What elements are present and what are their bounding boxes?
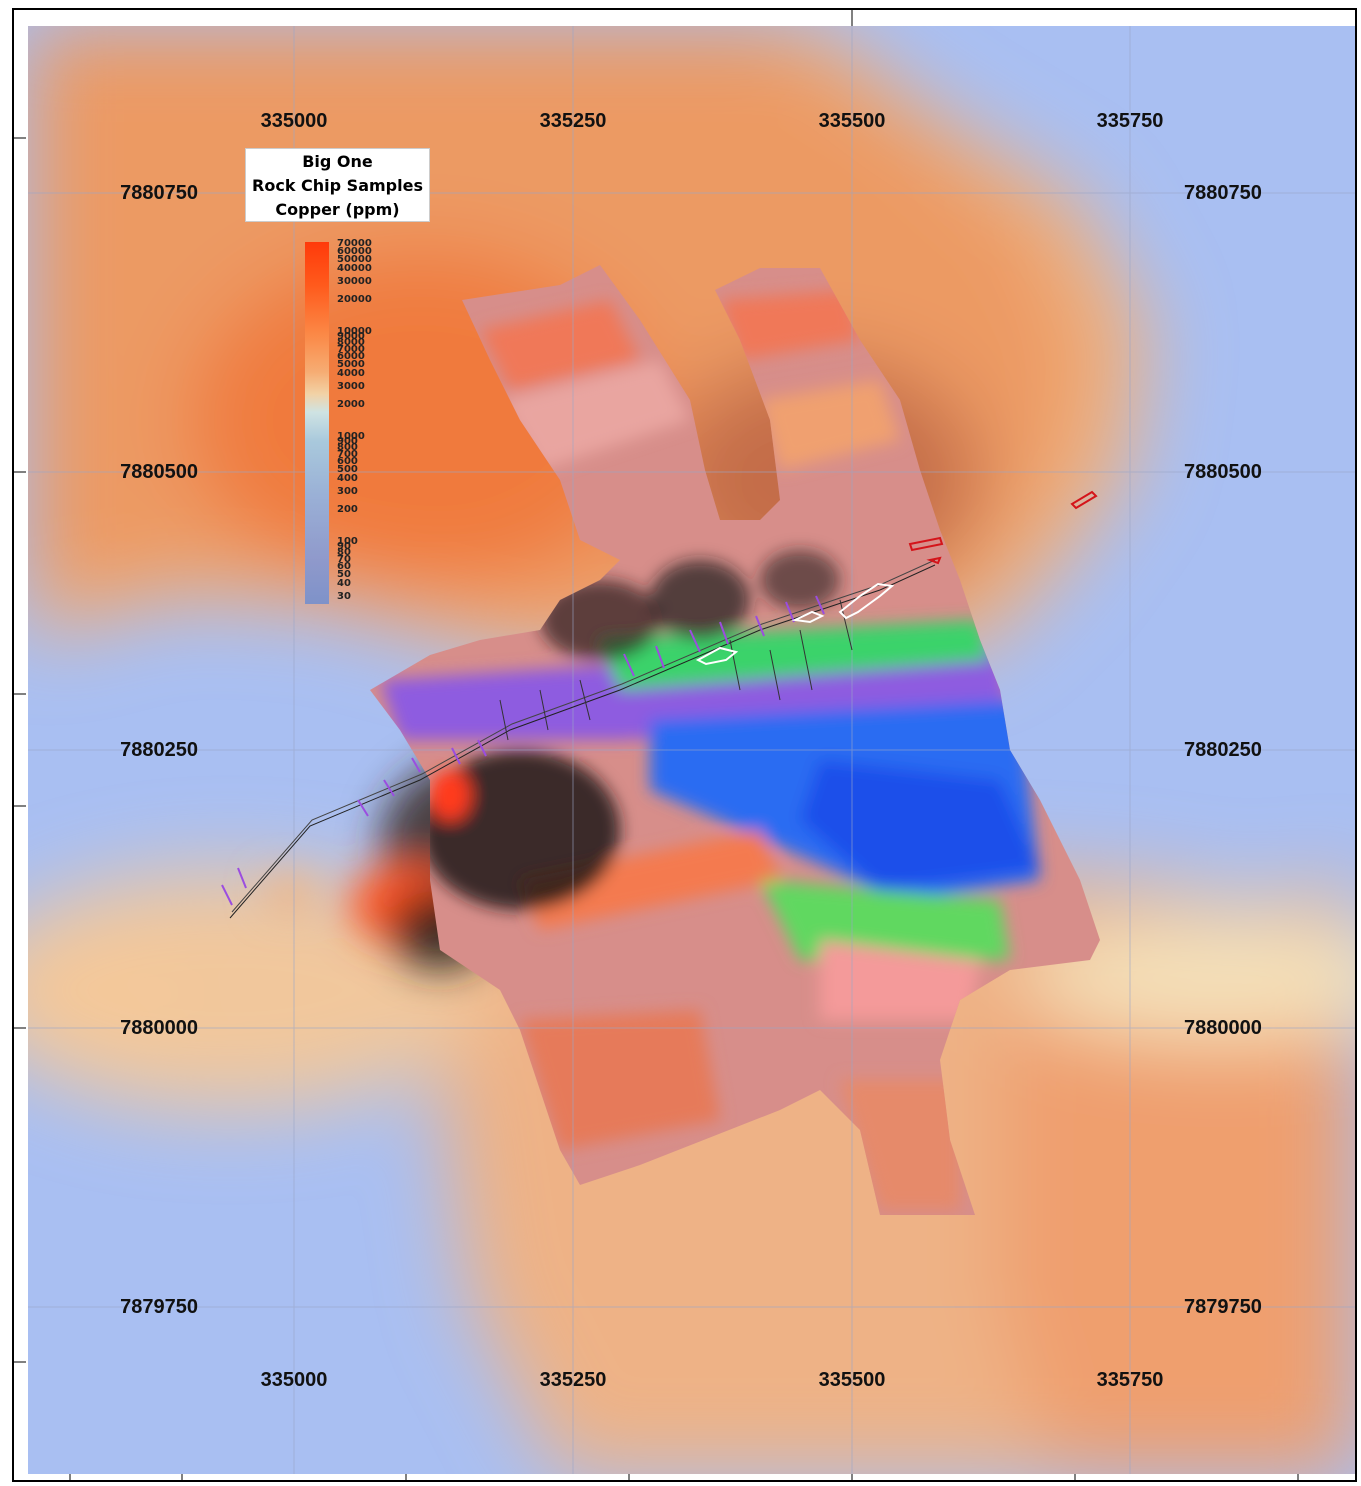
- frame-ticks: [14, 8, 1299, 1482]
- northing-label-right-4: 7880000: [1184, 1017, 1262, 1039]
- legend-tick: 40: [337, 578, 351, 589]
- legend-tick: 100: [337, 536, 358, 547]
- legend-title: Big One Rock Chip Samples Copper (ppm): [245, 148, 430, 222]
- legend-tick: 30: [337, 591, 351, 602]
- legend-tick: 7000: [337, 344, 365, 355]
- northing-label-left-5: 7879750: [120, 1296, 198, 1318]
- easting-label-bottom-3: 335500: [818, 1369, 886, 1391]
- legend-tick: 600: [337, 456, 358, 467]
- northing-label-right-1: 7880750: [1184, 182, 1262, 204]
- legend-tick: 70: [337, 554, 351, 565]
- northing-label-right-5: 7879750: [1184, 1296, 1262, 1318]
- legend-tick: 6000: [337, 351, 365, 362]
- grid-lines: [28, 26, 1355, 1474]
- easting-label-top-2: 335250: [539, 110, 607, 132]
- legend-tick: 9000: [337, 331, 365, 342]
- northing-label-left-1: 7880750: [120, 182, 198, 204]
- legend-tick: 400: [337, 473, 358, 484]
- easting-label-bottom-1: 335000: [260, 1369, 328, 1391]
- northing-label-left-2: 7880500: [120, 461, 198, 483]
- easting-label-bottom-4: 335750: [1096, 1369, 1164, 1391]
- northing-label-right-2: 7880500: [1184, 461, 1262, 483]
- legend-tick: 60000: [337, 246, 372, 257]
- legend-tick: 50000: [337, 254, 372, 265]
- easting-label-top-3: 335500: [818, 110, 886, 132]
- legend-title-line-2: Rock Chip Samples: [252, 176, 423, 195]
- legend-tick: 30000: [337, 276, 372, 287]
- legend-tick: 5000: [337, 359, 365, 370]
- legend-tick: 50: [337, 569, 351, 580]
- legend-title-line-1: Big One: [302, 152, 373, 171]
- legend-tick: 500: [337, 464, 358, 475]
- northing-label-right-3: 7880250: [1184, 739, 1262, 761]
- northing-label-left-3: 7880250: [120, 739, 198, 761]
- legend-tick: 1000: [337, 431, 365, 442]
- legend-tick: 800: [337, 442, 358, 453]
- easting-label-bottom-2: 335250: [539, 1369, 607, 1391]
- legend-tick: 300: [337, 486, 358, 497]
- legend-tick: 60: [337, 561, 351, 572]
- northing-label-left-4: 7880000: [120, 1017, 198, 1039]
- legend-tick: 80: [337, 547, 351, 558]
- easting-label-top-1: 335000: [260, 110, 328, 132]
- legend-title-line-3: Copper (ppm): [275, 200, 400, 219]
- legend-tick: 90: [337, 541, 351, 552]
- legend-tick: 40000: [337, 263, 372, 274]
- legend-tick: 70000: [337, 238, 372, 249]
- legend-colorbar: [305, 242, 329, 604]
- legend-tick: 3000: [337, 381, 365, 392]
- legend-tick: 20000: [337, 294, 372, 305]
- legend-tick: 900: [337, 436, 358, 447]
- legend-tick: 2000: [337, 399, 365, 410]
- legend-tick: 700: [337, 449, 358, 460]
- workings-outlines: [695, 490, 1098, 666]
- legend-tick: 200: [337, 504, 358, 515]
- legend-tick: 4000: [337, 368, 365, 379]
- legend-tick: 10000: [337, 326, 372, 337]
- easting-label-top-4: 335750: [1096, 110, 1164, 132]
- legend-tick: 8000: [337, 337, 365, 348]
